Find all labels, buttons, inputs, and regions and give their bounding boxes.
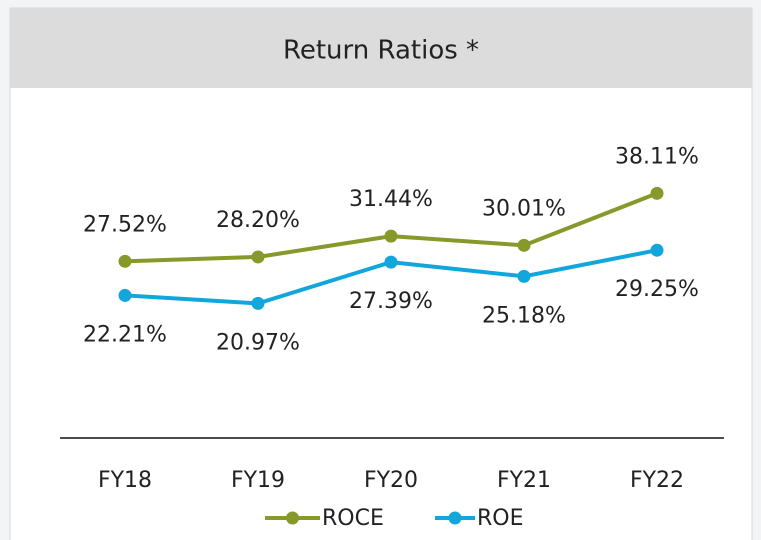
- data-label: 22.21%: [83, 322, 167, 347]
- data-label: 27.39%: [349, 289, 433, 314]
- legend-marker: [448, 511, 462, 525]
- marker: [118, 254, 132, 268]
- marker: [384, 229, 398, 243]
- data-label: 31.44%: [349, 187, 433, 212]
- legend-label: ROCE: [322, 506, 384, 531]
- marker: [384, 255, 398, 269]
- marker: [650, 186, 664, 200]
- marker: [251, 250, 265, 264]
- marker: [517, 238, 531, 252]
- data-label: 27.52%: [83, 212, 167, 237]
- data-label: 38.11%: [615, 144, 699, 169]
- header: [10, 8, 752, 88]
- legend-label: ROE: [477, 506, 524, 531]
- marker: [251, 296, 265, 310]
- data-label: 20.97%: [216, 330, 300, 355]
- chart-title: Return Ratios *: [283, 36, 479, 66]
- legend-marker: [286, 511, 299, 525]
- panel: [9, 7, 753, 540]
- marker: [650, 243, 664, 257]
- data-label: 28.20%: [216, 208, 300, 233]
- x-tick-label: FY22: [630, 468, 684, 493]
- marker: [517, 269, 531, 283]
- data-label: 30.01%: [482, 196, 566, 221]
- data-label: 25.18%: [482, 303, 566, 328]
- x-tick-label: FY21: [497, 468, 551, 493]
- x-tick-label: FY19: [231, 468, 285, 493]
- x-tick-label: FY18: [98, 468, 152, 493]
- data-label: 29.25%: [615, 277, 699, 302]
- x-tick-label: FY20: [364, 468, 418, 493]
- marker: [118, 288, 132, 302]
